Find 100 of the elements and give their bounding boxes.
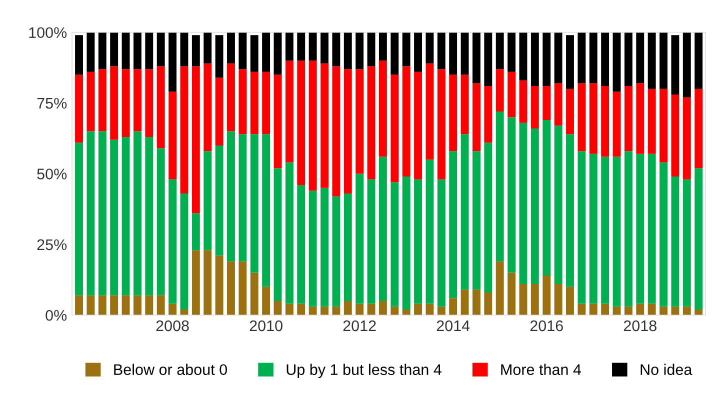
bar [578,83,586,152]
bar [192,66,200,214]
bar [238,69,247,134]
bar [437,179,446,307]
bar [472,290,480,316]
bar [566,88,574,134]
bar [180,32,188,66]
bar [320,63,328,188]
bar [682,97,691,180]
bar [542,120,551,276]
bar [308,32,317,61]
bar [168,179,177,304]
bar [542,86,551,120]
bar [636,83,644,154]
bar [145,69,154,137]
bar [530,284,539,316]
bar [332,32,340,66]
bar [274,74,282,168]
bar [414,179,422,304]
bar [566,286,574,316]
bar [484,292,492,316]
bar [122,295,130,316]
bar [682,32,691,98]
bar [449,32,458,75]
bar [308,306,317,316]
bar [484,32,492,86]
bar [250,35,258,72]
bar [530,32,539,86]
y-tick-label: 50% [37,168,67,180]
bar [402,32,410,66]
bar [472,151,480,290]
bar [554,126,562,284]
bar [344,300,352,316]
bar [660,32,668,89]
x-tick-label: 2012 [343,320,376,332]
bar [648,32,656,89]
bar [612,156,621,307]
bar [262,72,270,134]
bar [554,284,562,316]
bar [156,148,165,296]
bar [215,256,224,316]
bar [110,295,118,316]
bar [204,32,212,64]
bar [378,156,387,301]
bar [378,300,387,316]
bar [648,88,656,154]
bar [519,80,528,123]
bar [180,66,188,194]
bar [624,151,632,307]
x-tick-label: 2014 [436,320,470,332]
bar [437,32,446,70]
y-tick-label: 25% [37,239,67,250]
bar [238,134,247,262]
bar [578,32,586,84]
bar [496,69,504,112]
bar [601,86,610,157]
bar [508,72,516,118]
bar [250,134,258,273]
bar [297,304,306,316]
bar [98,69,106,132]
bar [356,174,364,304]
bar [133,32,142,70]
bar [156,32,165,66]
bar [215,78,224,146]
bar [133,69,142,132]
y-tick-label: 75% [37,98,67,109]
bar [449,298,458,316]
bar [636,154,644,304]
bar [519,122,528,284]
bar [122,32,130,70]
bar [285,304,294,316]
bar [437,69,446,180]
bar [460,74,469,134]
bar [262,32,270,72]
bar [589,83,598,154]
bar [414,72,422,180]
bar [648,304,656,316]
bar [156,66,165,148]
bar [660,306,668,316]
legend-label: Below or about 0 [114,364,227,376]
bar [156,295,165,316]
bar [180,194,188,310]
bar [332,306,340,316]
bar [612,32,621,92]
bar [285,32,294,61]
bar [110,66,118,140]
bar [320,32,328,64]
bar [308,60,317,191]
bar [250,272,258,316]
bar [297,185,306,304]
bar [215,35,224,78]
bar [426,32,434,64]
bar [75,142,83,296]
bar [86,295,95,316]
bar [671,306,680,316]
bar [601,32,610,86]
bar [86,32,95,72]
bar [145,136,154,296]
bar [133,131,142,296]
bar [390,32,399,75]
